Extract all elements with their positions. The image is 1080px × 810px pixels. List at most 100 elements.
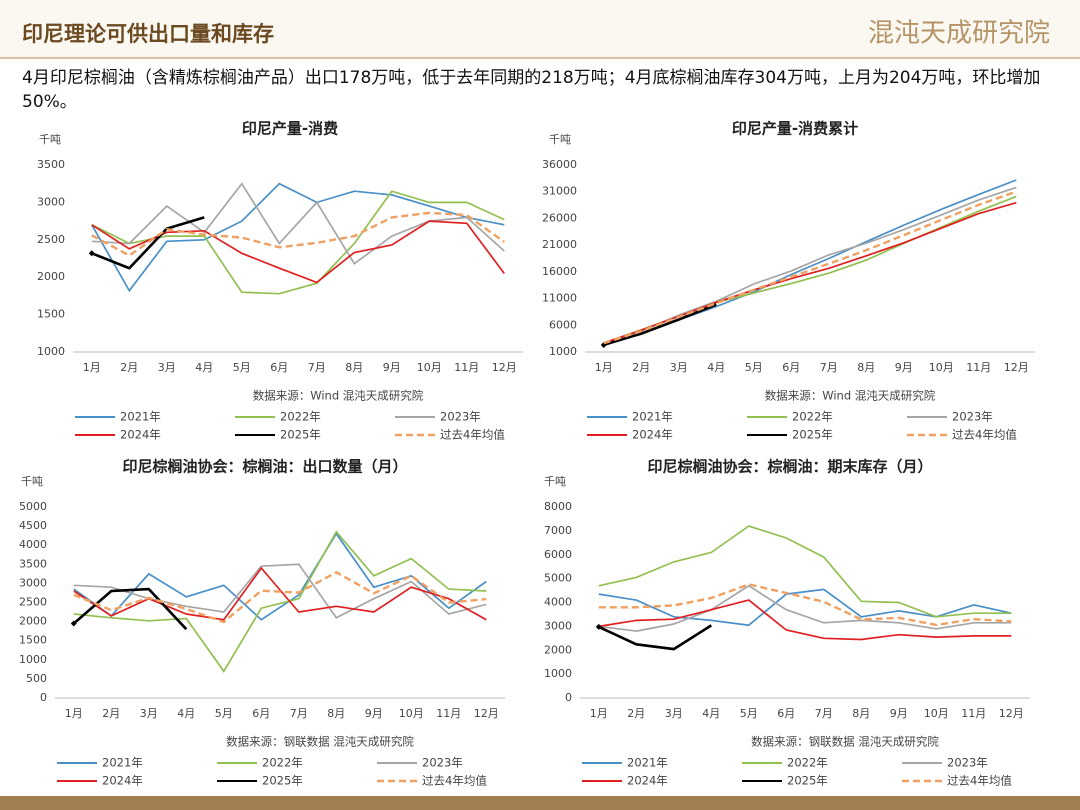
y-tick-label: 0 <box>565 691 572 704</box>
series-start-marker <box>88 250 95 257</box>
x-tick-label: 6月 <box>252 707 270 720</box>
y-tick-label: 4500 <box>19 519 47 532</box>
x-tick-label: 8月 <box>345 361 363 374</box>
y-unit: 千吨 <box>544 475 566 488</box>
x-tick-label: 10月 <box>417 361 442 374</box>
series-line <box>91 216 205 270</box>
series-line <box>598 525 1012 618</box>
y-tick-label: 5000 <box>19 500 47 513</box>
x-tick-label: 4月 <box>195 361 213 374</box>
y-tick-label: 2000 <box>544 643 572 656</box>
x-tick-label: 3月 <box>140 707 158 720</box>
x-tick-label: 7月 <box>308 361 326 374</box>
x-tick-label: 4月 <box>702 707 720 720</box>
legend-label: 2025年 <box>280 428 321 442</box>
x-tick-label: 3月 <box>670 361 688 374</box>
x-tick-label: 4月 <box>707 361 725 374</box>
y-tick-label: 1000 <box>19 653 47 666</box>
x-tick-label: 7月 <box>290 707 308 720</box>
legend-label: 2021年 <box>120 410 161 424</box>
source-note: 数据来源：钢联数据 混沌天成研究院 <box>226 735 414 749</box>
x-tick-label: 1月 <box>65 707 83 720</box>
series-line <box>603 190 1017 345</box>
legend-label: 2021年 <box>102 756 143 770</box>
legend-label: 2025年 <box>262 774 303 788</box>
legend-label: 2023年 <box>422 756 463 770</box>
legend-label: 2022年 <box>787 756 828 770</box>
x-tick-label: 4月 <box>177 707 195 720</box>
chart-title: 印尼棕榈油协会：棕榈油：出口数量（月） <box>122 458 407 476</box>
legend-label: 2023年 <box>952 410 993 424</box>
y-tick-label: 11000 <box>542 292 577 305</box>
y-tick-label: 3500 <box>19 557 47 570</box>
legend-label: 2023年 <box>947 756 988 770</box>
x-tick-label: 7月 <box>815 707 833 720</box>
x-tick-label: 1月 <box>83 361 101 374</box>
y-tick-label: 1000 <box>544 667 572 680</box>
series-line <box>598 624 712 651</box>
y-tick-label: 36000 <box>542 158 577 171</box>
y-tick-label: 3000 <box>37 195 65 208</box>
series-line <box>73 566 487 621</box>
series-line <box>91 220 505 284</box>
y-tick-label: 3000 <box>19 576 47 589</box>
x-tick-label: 9月 <box>383 361 401 374</box>
series-line <box>73 570 487 624</box>
y-tick-label: 6000 <box>544 548 572 561</box>
x-tick-label: 2月 <box>102 707 120 720</box>
series-line <box>603 179 1017 344</box>
x-tick-label: 11月 <box>966 361 991 374</box>
x-tick-label: 8月 <box>327 707 345 720</box>
x-tick-label: 3月 <box>665 707 683 720</box>
y-tick-label: 4000 <box>544 596 572 609</box>
y-tick-label: 16000 <box>542 265 577 278</box>
legend-label: 2024年 <box>627 774 668 788</box>
series-line <box>91 211 505 257</box>
x-tick-label: 12月 <box>474 707 499 720</box>
x-tick-label: 1月 <box>595 361 613 374</box>
y-tick-label: 1500 <box>19 634 47 647</box>
legend-label: 2025年 <box>787 774 828 788</box>
x-tick-label: 10月 <box>929 361 954 374</box>
series-start-marker <box>70 620 77 627</box>
legend-label: 2022年 <box>792 410 833 424</box>
header-band <box>0 0 1080 58</box>
y-tick-label: 1000 <box>549 345 577 358</box>
x-tick-label: 6月 <box>782 361 800 374</box>
x-tick-label: 10月 <box>399 707 424 720</box>
x-tick-label: 5月 <box>740 707 758 720</box>
chart-title: 印尼产量-消费 <box>242 120 338 138</box>
legend-label: 过去4年均值 <box>422 774 487 788</box>
legend-label: 2023年 <box>440 410 481 424</box>
y-tick-label: 26000 <box>542 211 577 224</box>
x-tick-label: 2月 <box>627 707 645 720</box>
x-tick-label: 5月 <box>745 361 763 374</box>
x-tick-label: 12月 <box>1004 361 1029 374</box>
x-tick-label: 11月 <box>961 707 986 720</box>
source-note: 数据来源：钢联数据 混沌天成研究院 <box>751 735 939 749</box>
y-tick-label: 2500 <box>19 596 47 609</box>
x-tick-label: 2月 <box>632 361 650 374</box>
y-tick-label: 7000 <box>544 524 572 537</box>
x-tick-label: 12月 <box>999 707 1024 720</box>
series-line <box>91 182 505 265</box>
summary-box: 4月印尼棕榈油（含精炼棕榈油产品）出口178万吨，低于去年同期的218万吨；4月… <box>22 68 1041 112</box>
legend-label: 过去4年均值 <box>440 428 505 442</box>
series-line <box>73 532 487 621</box>
series-line <box>72 587 188 631</box>
x-tick-label: 6月 <box>777 707 795 720</box>
legend-label: 2025年 <box>792 428 833 442</box>
summary: 4月印尼棕榈油（含精炼棕榈油产品）出口178万吨，低于去年同期的218万吨；4月… <box>22 68 1041 112</box>
y-tick-label: 2500 <box>37 233 65 246</box>
series-line <box>603 303 717 347</box>
y-unit: 千吨 <box>39 133 61 146</box>
y-tick-label: 500 <box>26 672 47 685</box>
x-tick-label: 1月 <box>590 707 608 720</box>
x-tick-label: 10月 <box>924 707 949 720</box>
x-tick-label: 5月 <box>233 361 251 374</box>
legend-label: 2022年 <box>280 410 321 424</box>
x-tick-label: 9月 <box>365 707 383 720</box>
logo: 混沌天成研究院 <box>868 19 1050 49</box>
y-tick-label: 1000 <box>37 345 65 358</box>
